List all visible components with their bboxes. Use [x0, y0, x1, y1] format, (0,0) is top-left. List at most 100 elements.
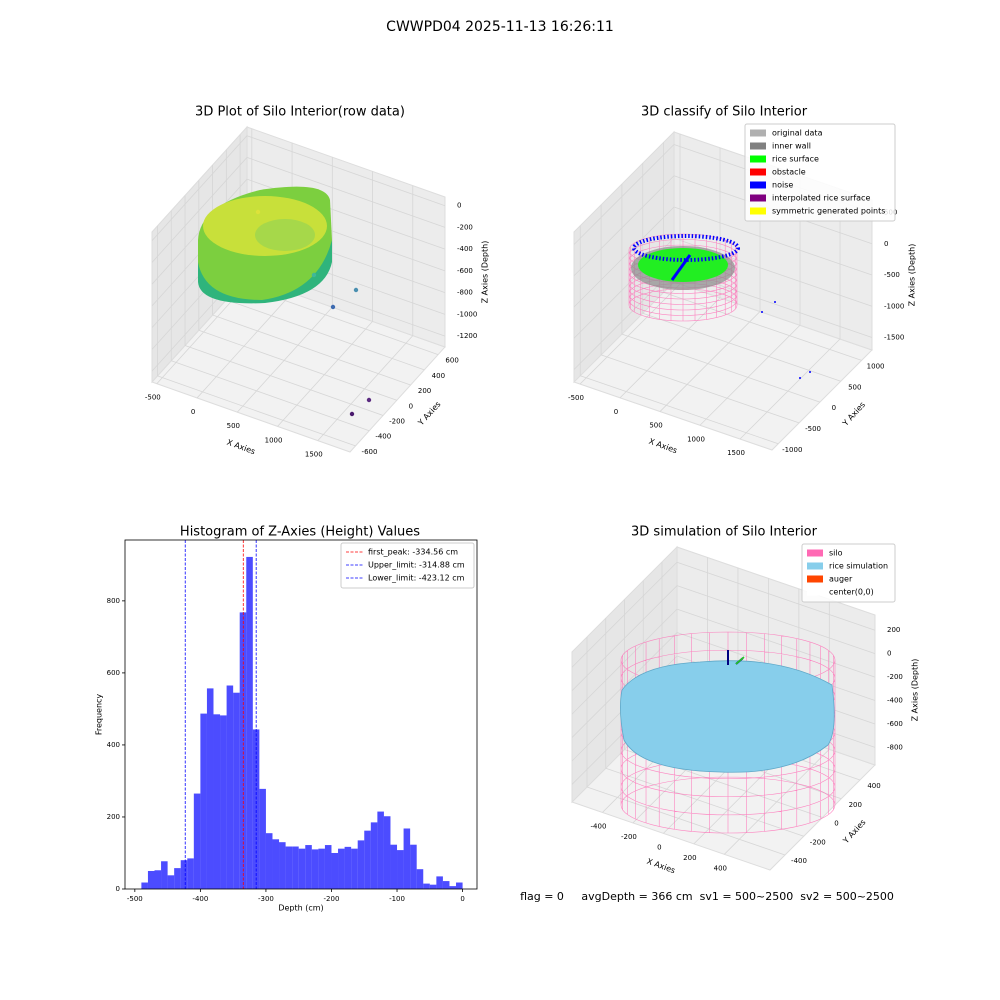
histogram-bar [206, 688, 214, 889]
histogram-bar [233, 692, 240, 889]
legend-label: noise [772, 181, 793, 190]
histogram-bar [279, 842, 286, 889]
grid-line [586, 637, 786, 856]
z-tick-label: -400 [457, 245, 473, 253]
x-tick-label: -500 [145, 394, 161, 402]
x-tick-label: 500 [649, 422, 662, 430]
x-tick-label: 400 [714, 864, 727, 872]
y-axis-label: Frequency [95, 694, 104, 736]
outlier-point [366, 397, 372, 403]
histogram-bar [377, 811, 384, 889]
histogram-bar [272, 839, 280, 889]
noise-point [761, 311, 763, 313]
legend-swatch [750, 142, 766, 150]
histogram-bar [259, 788, 266, 889]
y-tick-label: -200 [389, 417, 405, 425]
z-tick-label: -1000 [457, 310, 477, 318]
legend-label: Upper_limit: -314.88 cm [368, 561, 465, 570]
x-tick-label: 200 [683, 854, 696, 862]
legend-label: symmetric generated points [772, 207, 885, 216]
y-tick-label: 200 [107, 813, 120, 821]
histogram-bar [338, 848, 345, 889]
histogram-bar [324, 845, 332, 889]
point-cloud-surface [255, 219, 315, 251]
histogram-bar [193, 793, 201, 889]
z-axis-label: Z Axies (Depth) [911, 659, 920, 722]
histogram-bar [200, 713, 207, 889]
histogram-bar [285, 846, 293, 889]
noise-arrow [670, 254, 692, 281]
y-tick-label: 500 [848, 383, 861, 391]
grid-line [571, 585, 876, 691]
x-tick-label: 0 [614, 408, 618, 416]
noise-ring [632, 234, 740, 262]
histogram-bar [239, 612, 247, 889]
histogram-bar [403, 828, 411, 889]
z-tick-label: -200 [457, 223, 473, 231]
legend-swatch [750, 155, 766, 163]
outlier-point [311, 272, 317, 278]
legend-label: inner wall [772, 142, 811, 151]
legend-label: auger [829, 575, 853, 584]
grid-line [151, 135, 446, 241]
x-tick-label: -500 [127, 895, 143, 903]
z-tick-label: -1000 [884, 302, 904, 310]
legend-swatch [750, 194, 766, 202]
histogram-bar [357, 840, 365, 889]
grid-line [184, 195, 384, 416]
noise-point [799, 377, 801, 379]
histogram-bar [429, 884, 437, 889]
legend-swatch [750, 207, 766, 215]
y-tick-label: -1000 [782, 446, 802, 454]
histogram-bar [442, 881, 450, 889]
histogram-bar [305, 845, 312, 889]
z-tick-label: 0 [884, 240, 888, 248]
histogram-bar [351, 848, 358, 889]
legend-box [801, 543, 896, 603]
histogram-bar [213, 714, 221, 889]
x-tick-label: -200 [324, 895, 340, 903]
z-tick-label: -400 [887, 697, 903, 705]
grid-line [170, 210, 370, 432]
x-tick-label: 1500 [727, 449, 745, 457]
histogram-bar [220, 715, 227, 889]
x-axis-label: Depth (cm) [278, 904, 323, 913]
legend-label: first_peak: -334.56 cm [368, 548, 458, 557]
x-tick-label: -400 [591, 822, 607, 830]
legend-box [744, 123, 896, 222]
z-tick-label: -500 [884, 271, 900, 279]
grid-line [151, 157, 446, 263]
legend-swatch [807, 588, 823, 596]
y-tick-label: 1000 [867, 362, 885, 370]
subplot-title: 3D classify of Silo Interior [641, 105, 808, 120]
y-tick-label: 600 [445, 357, 458, 365]
histogram-bar [436, 876, 443, 889]
histogram-bar [174, 868, 181, 889]
x-tick-label: -200 [621, 833, 637, 841]
y-tick-label: -600 [362, 448, 378, 456]
histogram-bar [292, 846, 299, 889]
histogram-bar [167, 875, 175, 889]
histogram-bar [410, 844, 417, 889]
histogram-bar [456, 882, 463, 889]
histogram-bar [298, 848, 306, 889]
subplot-title: 3D simulation of Silo Interior [631, 525, 818, 540]
outlier-point [255, 209, 261, 215]
figure-title: CWWPD04 2025-11-13 16:26:11 [386, 19, 614, 35]
y-tick-label: -500 [805, 425, 821, 433]
histogram-bar [154, 870, 162, 889]
y-tick-label: -400 [791, 857, 807, 865]
point-cloud-lower [198, 240, 332, 304]
x-tick-label: 0 [460, 895, 464, 903]
histogram-bar [252, 729, 260, 889]
histogram-bar [141, 882, 148, 889]
z-tick-label: -1200 [457, 332, 477, 340]
y-tick-label: 400 [107, 741, 120, 749]
grid-line [571, 608, 876, 715]
x-tick-label: -500 [568, 394, 584, 402]
outlier-point [349, 411, 355, 417]
y-tick-label: 0 [116, 885, 120, 893]
grid-line [571, 561, 876, 668]
grid-line [157, 225, 356, 447]
